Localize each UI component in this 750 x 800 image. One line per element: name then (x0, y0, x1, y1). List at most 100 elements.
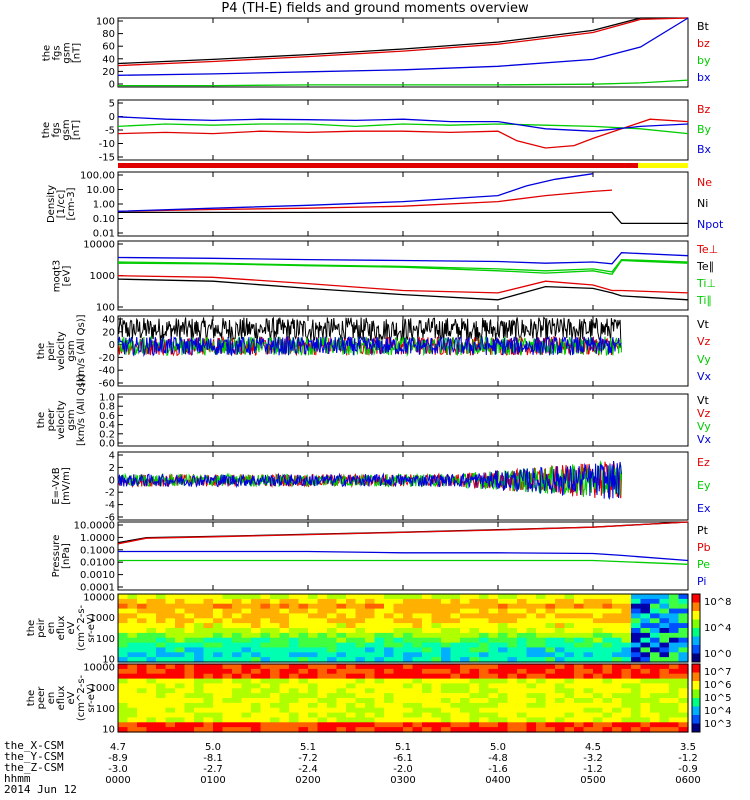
legend-entry: Te∥ (697, 259, 715, 273)
heatmap-cell (251, 603, 262, 610)
heatmap-cell (631, 673, 642, 680)
heatmap-cell (422, 722, 433, 728)
heatmap-cell (393, 603, 404, 610)
colorbar-label: 10^0 (704, 649, 731, 660)
heatmap-cell (175, 693, 186, 699)
heatmap-cell (355, 678, 366, 685)
heatmap-cell (146, 594, 157, 600)
heatmap-cell (127, 632, 138, 639)
legend-entry: Ez (697, 456, 710, 470)
heatmap-cell (165, 664, 176, 670)
heatmap-cell (308, 632, 319, 639)
y-tick-label: 0.01 (93, 229, 115, 240)
heatmap-cell (137, 603, 148, 610)
heatmap-cell (289, 727, 300, 733)
heatmap-cell (507, 722, 518, 728)
heatmap-cell (118, 618, 129, 624)
colorbar-frame (691, 663, 701, 733)
heatmap-cell (393, 683, 404, 689)
heatmap-cell (631, 717, 642, 723)
heatmap-cell (260, 642, 271, 649)
heatmap-cell (213, 688, 224, 694)
heatmap-cell (374, 652, 385, 658)
series-line (117, 258, 689, 273)
heatmap-cell (536, 657, 547, 663)
heatmap-cell (441, 702, 452, 709)
heatmap-cell (422, 628, 433, 634)
heatmap-cell (450, 657, 461, 663)
heatmap-cell (355, 628, 366, 634)
heatmap-cell (194, 673, 205, 680)
heatmap-cell (184, 693, 195, 699)
heatmap-cell (270, 678, 281, 685)
heatmap-cell (469, 623, 480, 629)
heatmap-cell (536, 598, 547, 605)
heatmap-cell (602, 668, 613, 675)
heatmap-cell (365, 637, 376, 644)
heatmap-cell (441, 678, 452, 685)
heatmap-cell (517, 688, 528, 694)
y-axis-label: moqt3 [eV] (51, 259, 72, 292)
heatmap-cell (517, 664, 528, 670)
heatmap-cell (374, 702, 385, 709)
heatmap-cell (631, 727, 642, 733)
heatmap-cell (536, 688, 547, 694)
heatmap-cell (450, 678, 461, 685)
heatmap-cell (203, 628, 214, 634)
heatmap-cell (232, 647, 243, 653)
heatmap-cell (298, 618, 309, 624)
heatmap-cell (289, 642, 300, 649)
heatmap-cell (403, 623, 414, 629)
heatmap-cell (270, 608, 281, 615)
heatmap-cell (659, 594, 670, 600)
heatmap-cell (175, 668, 186, 675)
footer-value-z-csm: -1.6 (488, 764, 508, 775)
heatmap-cell (631, 668, 642, 675)
heatmap-cell (574, 683, 585, 689)
heatmap-cell (336, 637, 347, 644)
heatmap-cell (574, 693, 585, 699)
heatmap-cell (650, 632, 661, 639)
heatmap-cell (165, 652, 176, 658)
heatmap-cell (640, 623, 651, 629)
heatmap-cell (156, 647, 167, 653)
heatmap-cell (317, 688, 328, 694)
heatmap-cell (127, 652, 138, 658)
heatmap-cell (498, 688, 509, 694)
heatmap-cell (450, 668, 461, 675)
heatmap-cell (165, 618, 176, 624)
heatmap-cell (384, 683, 395, 689)
heatmap-cell (156, 632, 167, 639)
heatmap-cell (298, 628, 309, 634)
footer-value-x-csm: 5.0 (490, 742, 506, 753)
y-tick-label: 0.0010 (80, 570, 115, 581)
colorbar-segment (692, 689, 700, 699)
heatmap-cell (127, 722, 138, 728)
heatmap-cell (517, 608, 528, 615)
heatmap-cell (536, 698, 547, 704)
footer-value-x-csm: 3.5 (680, 742, 696, 753)
heatmap-cell (308, 668, 319, 675)
heatmap-cell (555, 594, 566, 600)
heatmap-cell (574, 664, 585, 670)
heatmap-cell (612, 598, 623, 605)
heatmap-cell (479, 652, 490, 658)
heatmap-cell (450, 628, 461, 634)
heatmap-cell (175, 637, 186, 644)
heatmap-cell (555, 647, 566, 653)
heatmap-cell (583, 652, 594, 658)
heatmap-cell (327, 642, 338, 649)
heatmap-cell (431, 673, 442, 680)
heatmap-cell (498, 628, 509, 634)
heatmap-cell (175, 683, 186, 689)
heatmap-cell (146, 652, 157, 658)
heatmap-cell (289, 613, 300, 619)
heatmap-cell (346, 664, 357, 670)
heatmap-cell (260, 608, 271, 615)
heatmap-cell (479, 668, 490, 675)
heatmap-cell (659, 657, 670, 663)
heatmap-cell (222, 688, 233, 694)
heatmap-cell (460, 722, 471, 728)
heatmap-cell (469, 698, 480, 704)
heatmap-cell (308, 698, 319, 704)
